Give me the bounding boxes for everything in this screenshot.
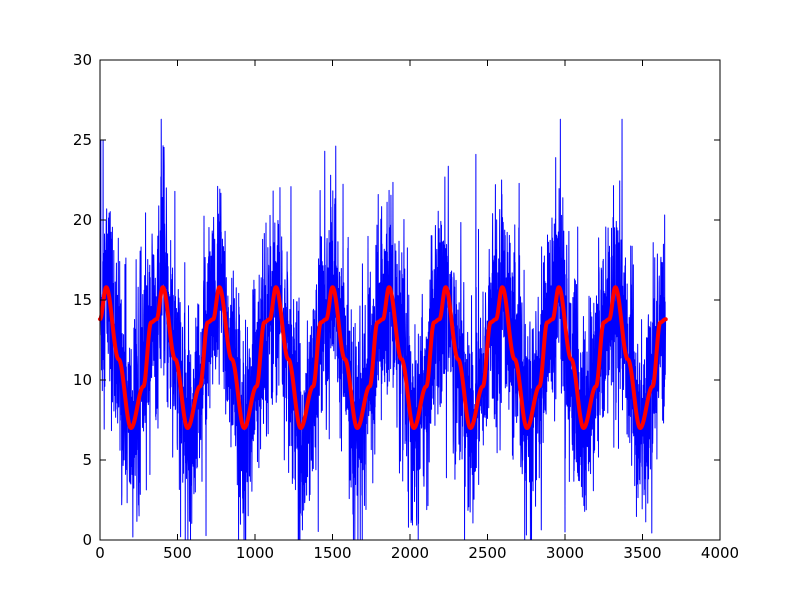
x-tick-label: 4000 [701,544,739,562]
y-tick-label: 0 [82,531,92,549]
x-tick-label: 2500 [468,544,506,562]
y-tick-label: 10 [73,371,92,389]
y-tick-label: 20 [73,211,92,229]
y-tick-label: 25 [73,131,92,149]
y-tick-label: 15 [73,291,92,309]
series-line-observed [99,118,667,541]
x-tick-label: 500 [163,544,192,562]
x-tick-label: 3500 [623,544,661,562]
x-tick-label: 2000 [391,544,429,562]
x-tick-label: 3000 [546,544,584,562]
x-axis: 0 500 1000 1500 2000 2500 3000 3500 4000 [95,60,739,562]
y-tick-label: 30 [73,51,92,69]
series-layer [98,118,668,541]
series-line-seasonal-fit [98,285,668,430]
x-tick-label: 0 [95,544,105,562]
x-tick-label: 1500 [313,544,351,562]
x-tick-label: 1000 [236,544,274,562]
y-axis: 0 5 10 15 20 25 30 [73,51,720,549]
y-tick-label: 5 [82,451,92,469]
